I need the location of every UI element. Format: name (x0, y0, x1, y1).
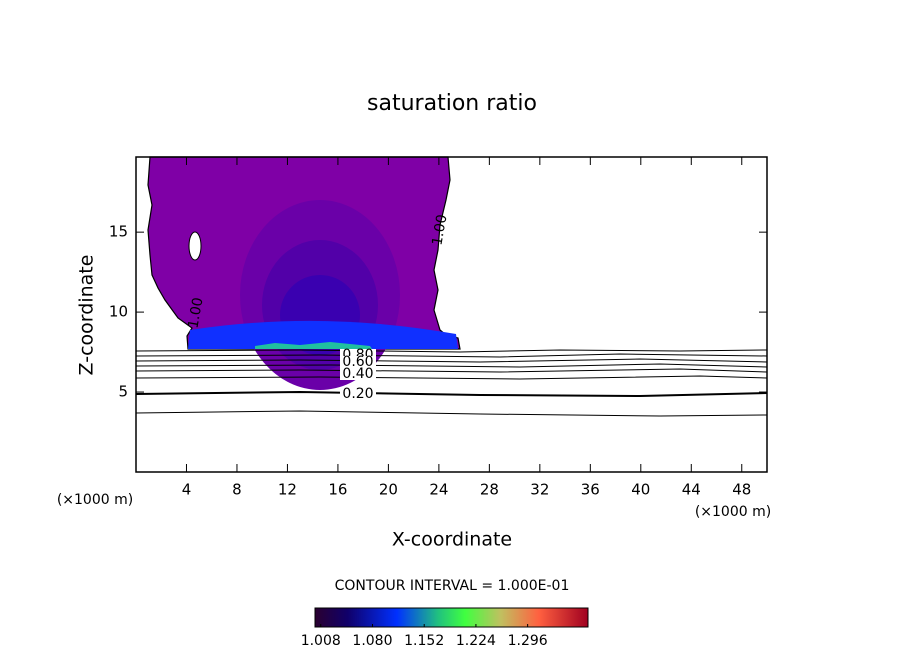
x-tick-label: 48 (732, 481, 751, 499)
x-tick-label: 32 (530, 481, 549, 499)
contour-line (135, 349, 768, 353)
inner-region (255, 342, 372, 349)
contour-label-bg (340, 356, 376, 368)
plot-frame (135, 156, 768, 473)
contour-line (135, 375, 768, 380)
contour-label-bg (340, 388, 376, 400)
x-tick-label: 24 (429, 481, 448, 499)
colorbar-tick-label: 1.080 (352, 633, 392, 649)
chart-title: saturation ratio (367, 91, 537, 116)
x-tick-label: 40 (631, 481, 650, 499)
hole (188, 231, 202, 261)
contour-line (135, 363, 768, 368)
y-tick-label: 10 (109, 303, 128, 321)
x-tick-label: 20 (379, 481, 398, 499)
colorbar-tick-label: 1.224 (456, 633, 496, 649)
x-tick-label: 28 (480, 481, 499, 499)
x-unit: (×1000 m) (57, 492, 133, 508)
x-tick-label: 36 (581, 481, 600, 499)
x-tick-label: 12 (278, 481, 297, 499)
contour-label: 0.60 (342, 354, 373, 370)
contour-interval: CONTOUR INTERVAL = 1.000E-01 (335, 578, 570, 594)
x-tick-label: 8 (232, 481, 242, 499)
contour-label: 0.40 (342, 366, 373, 382)
contour-line (135, 368, 768, 373)
contour-label: 1.00 (185, 296, 206, 329)
contour-line (135, 410, 768, 417)
colorbar-tick-label: 1.296 (508, 633, 548, 649)
x-tick-label: 44 (682, 481, 701, 499)
contour-line (135, 358, 768, 363)
contour-line (135, 353, 768, 358)
colorbar (314, 607, 589, 628)
field (147, 156, 461, 390)
y-axis-label: Z-coordinate (76, 255, 98, 376)
colorbar-tick-label: 1.008 (301, 633, 341, 649)
colorbar-tick-label: 1.152 (404, 633, 444, 649)
inner-region (188, 320, 458, 349)
x-tick-label: 4 (182, 481, 192, 499)
y-tick-label: 15 (109, 223, 128, 241)
contour-lines (135, 349, 768, 417)
x-axis-label: X-coordinate (392, 529, 512, 551)
contour-label-bg (340, 368, 376, 380)
y-tick-label: 5 (118, 383, 128, 401)
x-tick-label: 16 (328, 481, 347, 499)
contour-line (135, 390, 768, 398)
contour-label: 0.20 (342, 386, 373, 402)
contour-label: 1.00 (429, 213, 450, 246)
x-unit: (×1000 m) (695, 504, 771, 520)
